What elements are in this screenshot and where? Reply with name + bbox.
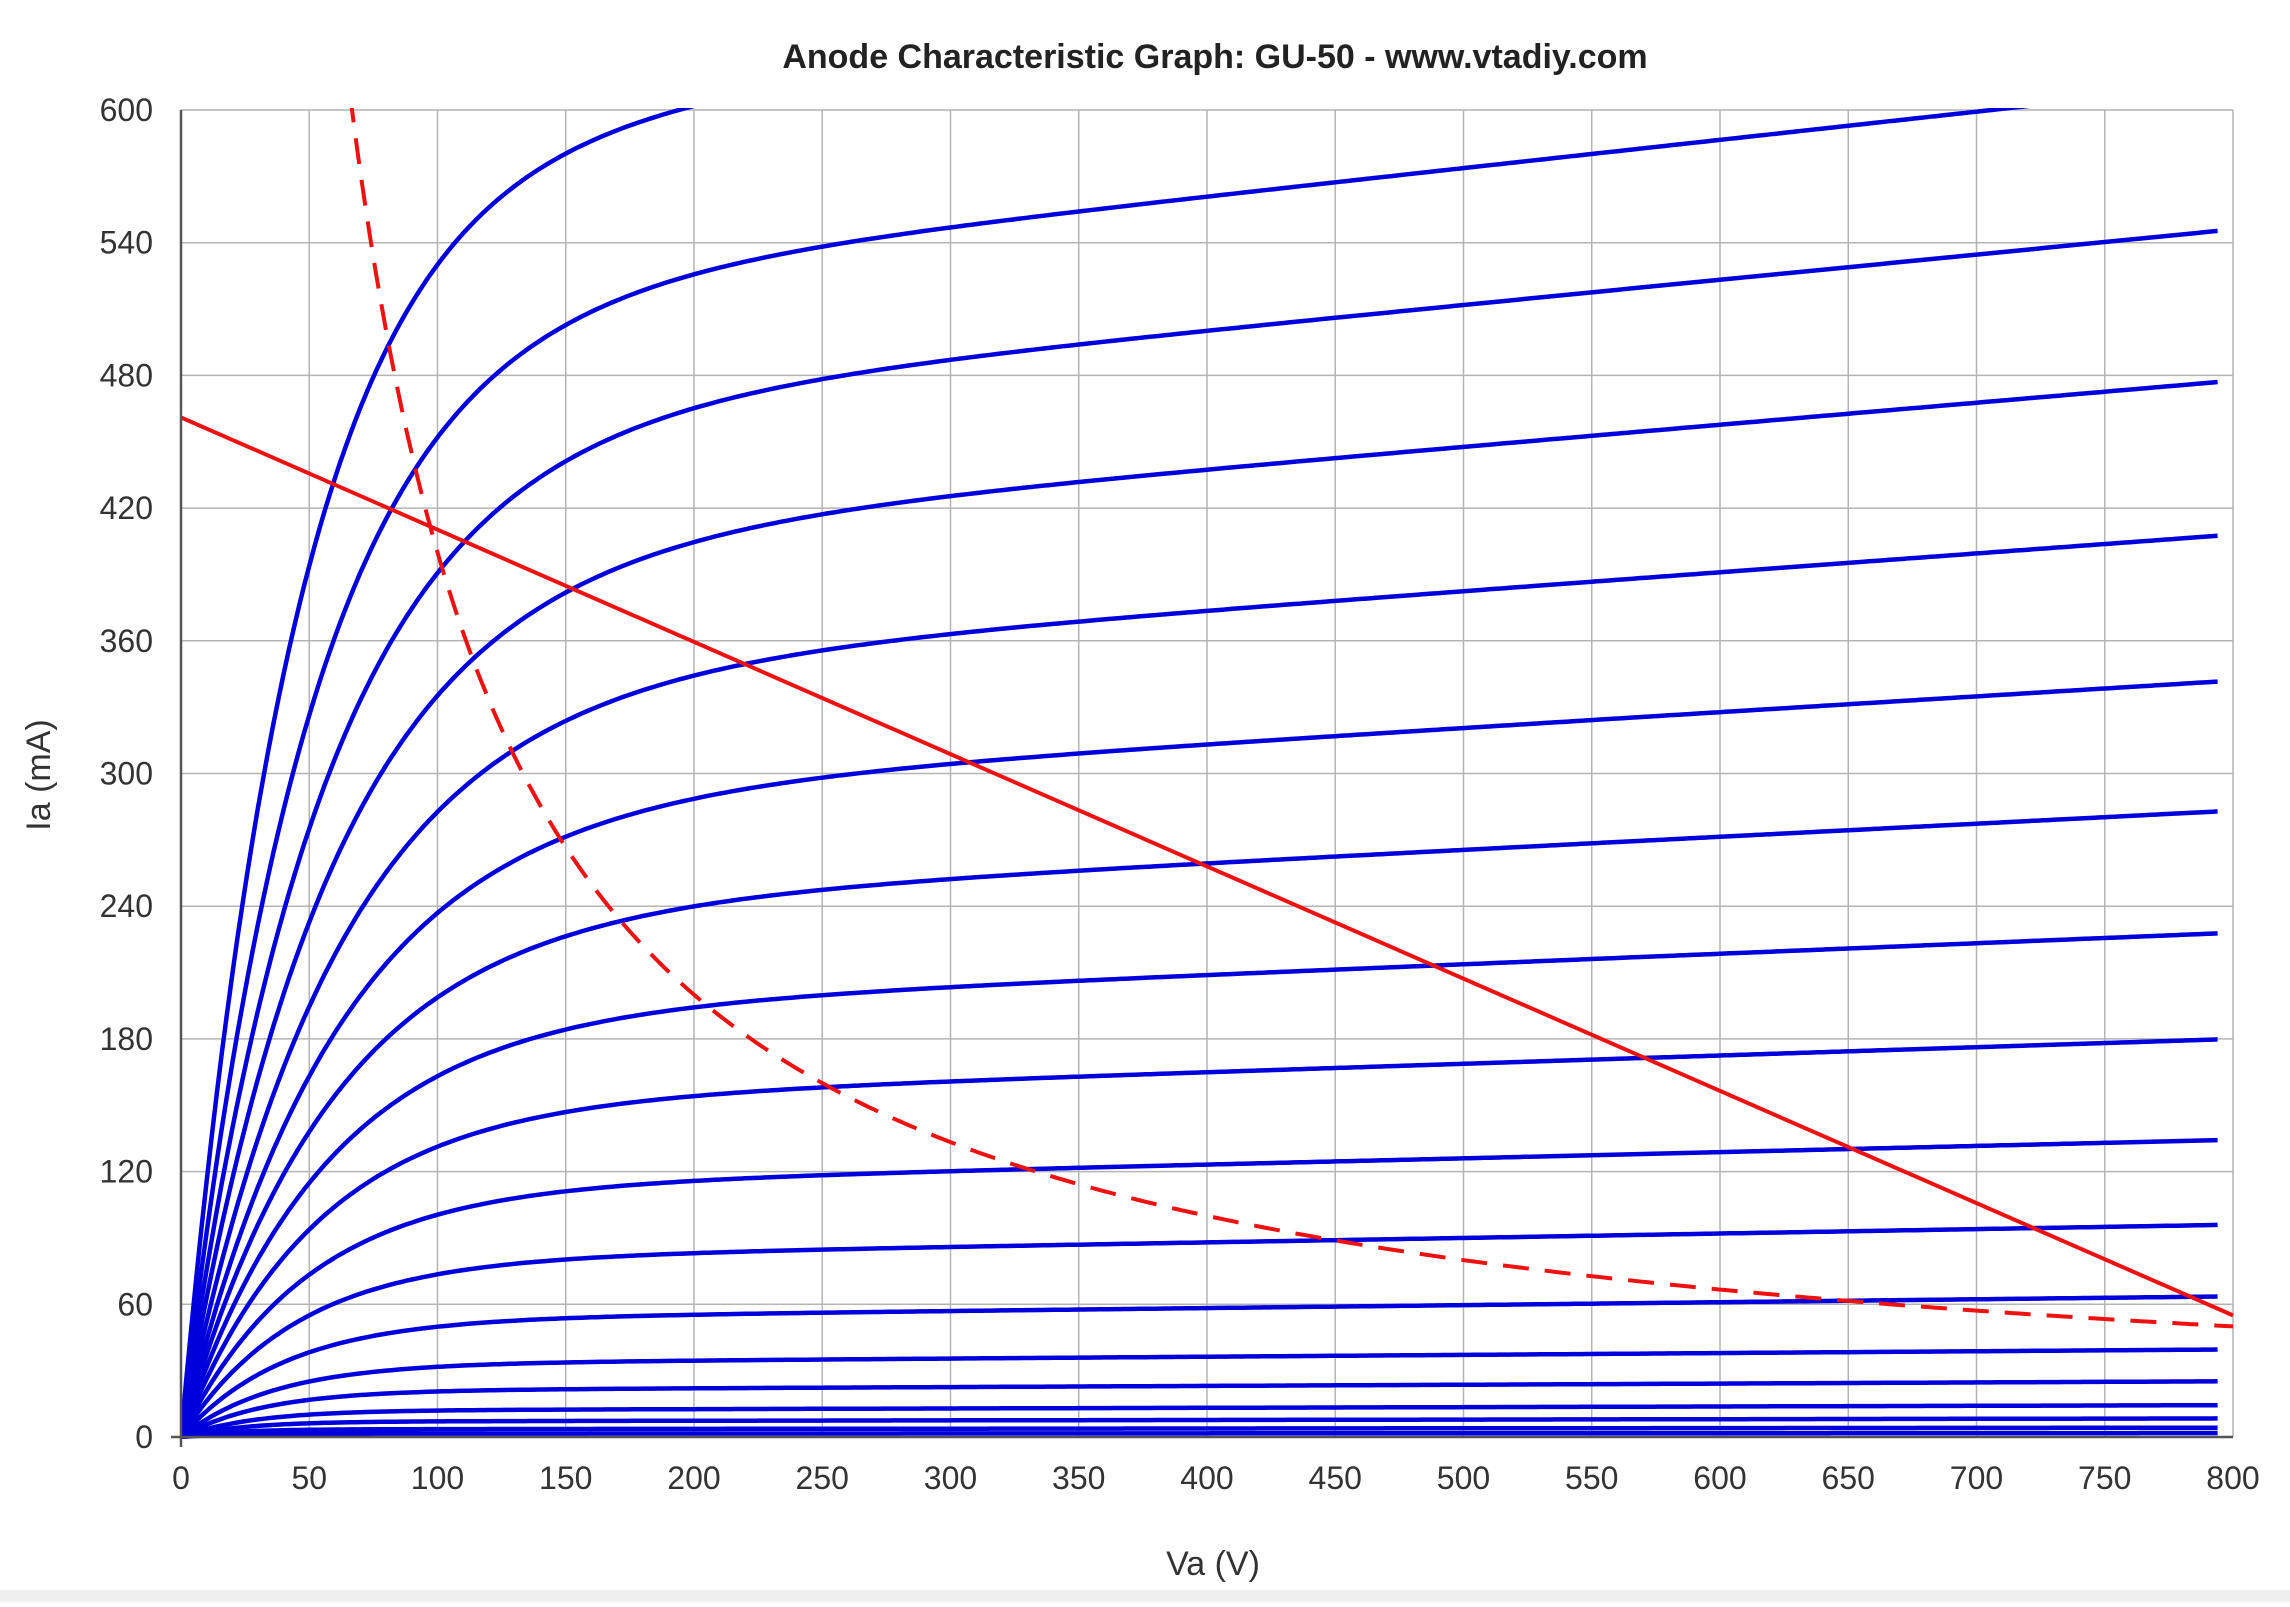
plate-curve-16 xyxy=(181,1416,2218,1439)
x-tick-label: 200 xyxy=(667,1460,720,1496)
plate-curve-13 xyxy=(181,1347,2218,1439)
y-tick-label: 180 xyxy=(100,1021,153,1057)
y-tick-label: 240 xyxy=(100,888,153,924)
plate-curve-7 xyxy=(181,809,2218,1438)
plate-curve-3 xyxy=(181,228,2218,1438)
y-tick-label: 480 xyxy=(100,357,153,393)
load-lines-layer xyxy=(180,108,2234,1329)
axis-layer xyxy=(171,110,2233,1447)
x-tick-label: 50 xyxy=(291,1460,327,1496)
y-tick-label: 360 xyxy=(100,623,153,659)
plate-curve-17 xyxy=(181,1425,2218,1439)
x-tick-label: 100 xyxy=(411,1460,464,1496)
load-line xyxy=(180,415,2234,1318)
plate-curve-9 xyxy=(181,1037,2218,1438)
x-tick-label: 600 xyxy=(1693,1460,1746,1496)
plate-curve-18 xyxy=(181,1430,2218,1439)
y-tick-label: 60 xyxy=(117,1286,153,1322)
y-tick-label: 0 xyxy=(135,1419,153,1455)
y-tick-label: 600 xyxy=(100,92,153,128)
y-tick-label: 300 xyxy=(100,756,153,792)
plate-curve-15 xyxy=(181,1402,2218,1439)
plate-curves-layer xyxy=(181,108,2218,1439)
x-tick-label: 500 xyxy=(1437,1460,1490,1496)
x-tick-label: 350 xyxy=(1052,1460,1105,1496)
x-tick-label: 400 xyxy=(1180,1460,1233,1496)
tick-labels-layer: 0 50 100 150 200 250 300 350 400 450 500 550 600 650 7… xyxy=(100,92,2260,1496)
plate-curve-2 xyxy=(181,108,2031,1438)
x-tick-label: 700 xyxy=(1950,1460,2003,1496)
x-tick-label: 0 xyxy=(172,1460,190,1496)
x-tick-label: 750 xyxy=(2078,1460,2131,1496)
x-tick-label: 650 xyxy=(1822,1460,1875,1496)
y-tick-label: 120 xyxy=(100,1154,153,1190)
chart-title: Anode Characteristic Graph: GU-50 - www.… xyxy=(782,38,1647,76)
x-tick-label: 300 xyxy=(924,1460,977,1496)
x-tick-label: 550 xyxy=(1565,1460,1618,1496)
plate-curve-8 xyxy=(181,931,2218,1438)
x-tick-label: 150 xyxy=(539,1460,592,1496)
x-tick-label: 450 xyxy=(1309,1460,1362,1496)
y-axis-label: Ia (mA) xyxy=(20,719,58,830)
page-footer-strip xyxy=(0,1590,2290,1602)
plate-curve-10 xyxy=(181,1137,2218,1439)
plate-curve-4 xyxy=(181,379,2218,1438)
plate-curve-5 xyxy=(181,533,2218,1438)
x-tick-label: 800 xyxy=(2206,1460,2259,1496)
x-tick-label: 250 xyxy=(796,1460,849,1496)
y-tick-label: 540 xyxy=(100,225,153,261)
plate-curve-1 xyxy=(181,108,695,1438)
plate-curve-6 xyxy=(181,679,2218,1438)
y-tick-label: 420 xyxy=(100,490,153,526)
plate-curve-14 xyxy=(181,1379,2218,1439)
plate-curve-12 xyxy=(181,1294,2218,1439)
plate-curve-11 xyxy=(181,1222,2218,1439)
grid-layer xyxy=(180,109,2234,1438)
max-dissipation-curve xyxy=(349,108,2234,1329)
x-axis-label: Va (V) xyxy=(1166,1545,1260,1583)
